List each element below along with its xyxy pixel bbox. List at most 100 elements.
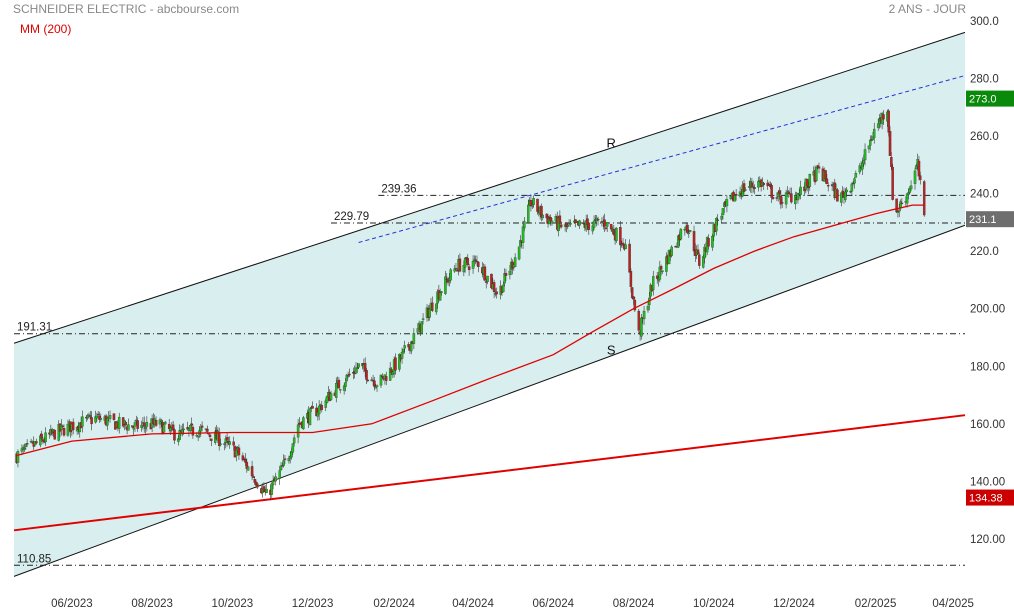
candle [173,428,176,445]
candle [771,196,775,201]
candle [882,110,885,125]
candle [853,176,856,189]
candle [235,446,238,462]
candle [365,367,368,384]
price-tag: 134.38 [966,489,1014,506]
candle [917,155,921,181]
candle [71,418,75,435]
candle [540,203,543,222]
candle [670,245,673,258]
candle [504,268,508,281]
candle [228,436,231,449]
candle [210,438,213,447]
candle [308,407,312,426]
candle [637,308,641,333]
candle [335,377,338,403]
candle [112,413,116,421]
candle [869,135,872,151]
candle [762,182,766,191]
svg-text:273.0: 273.0 [969,94,997,106]
candle [536,198,539,215]
candle [734,188,738,201]
x-tick-label: 10/2023 [212,598,254,610]
candle [692,225,696,256]
long-term-support-line [13,414,966,532]
candle [890,151,893,170]
candle [117,412,121,434]
candle [177,434,180,446]
moving-average [16,204,925,457]
candle [605,222,609,232]
candlesticks [15,108,926,501]
x-tick-label: 12/2024 [773,598,815,610]
candle [191,424,195,439]
candle [421,313,425,325]
candle [428,304,431,321]
candle [569,219,572,227]
x-tick-label: 04/2024 [452,598,494,610]
candle [711,233,714,251]
candle [16,449,20,468]
candle [302,415,305,430]
y-tick-label: 200.00 [970,304,1005,316]
candle [629,268,633,293]
candle [825,173,829,185]
candle [375,384,379,392]
candle [624,239,627,250]
candle [603,213,606,233]
candle [278,466,281,485]
candle [200,421,204,432]
candle [502,281,505,293]
channel-lower-line [13,224,966,577]
candle [592,215,596,230]
candle [532,195,535,208]
candle [431,296,434,313]
candle [521,220,525,249]
candle [513,253,517,268]
price-tag: 273.0 [966,90,1014,107]
candle [348,368,351,377]
candle [586,214,589,231]
x-tick-label: 02/2025 [855,598,897,610]
candle [817,162,821,174]
candle [106,418,109,431]
candle [420,321,424,334]
ma-legend-label: MM (200) [20,22,72,36]
candle [640,314,643,340]
candle [357,363,360,370]
candle [854,170,858,178]
candle [265,482,268,494]
candle [826,182,830,192]
candle [619,220,622,252]
candle [329,390,333,401]
candle [630,287,634,300]
candle [558,210,562,230]
candle [686,223,689,235]
x-tick-label: 08/2023 [131,598,173,610]
candle [440,291,443,296]
candle [416,323,420,335]
candle [40,430,43,440]
x-tick-label: 04/2025 [932,598,974,610]
x-tick-label: 06/2024 [533,598,575,610]
level-label: 191.31 [17,322,52,334]
candle [463,257,467,273]
candle [124,420,128,429]
candle [458,253,462,273]
candle [753,184,756,195]
candle [466,254,470,267]
candle [744,187,747,191]
chart-title: SCHNEIDER ELECTRIC - abcbourse.com [13,2,240,16]
candle [237,444,241,460]
annotation-label: R [606,136,615,151]
candle [311,401,314,409]
candle [232,436,235,451]
candle [661,270,664,274]
candle [495,287,498,299]
candle [131,425,134,428]
candle [400,347,404,364]
candle [403,340,406,354]
candle [541,214,545,221]
candle [154,416,158,427]
